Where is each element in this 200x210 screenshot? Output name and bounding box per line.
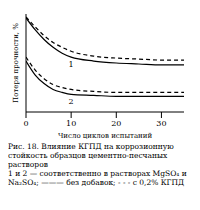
svg-text:0: 0 — [23, 119, 28, 128]
svg-text:1: 1 — [69, 60, 74, 69]
svg-text:20: 20 — [111, 119, 121, 128]
svg-text:2: 2 — [69, 97, 74, 106]
svg-text:Число циклов испытаний: Число циклов испытаний — [58, 132, 152, 140]
svg-text:30: 30 — [156, 119, 166, 128]
html-text:1 и 2 — соответственно в раств: 1 и 2 — соответственно в растворах MgSO₄… — [8, 169, 187, 187]
svg-text:10: 10 — [66, 119, 76, 128]
svg-text:Потеря прочности, %: Потеря прочности, % — [12, 23, 20, 103]
html-text:Рис. 18. Влияние КГПД на корро: Рис. 18. Влияние КГПД на коррозионную ст… — [8, 142, 174, 169]
